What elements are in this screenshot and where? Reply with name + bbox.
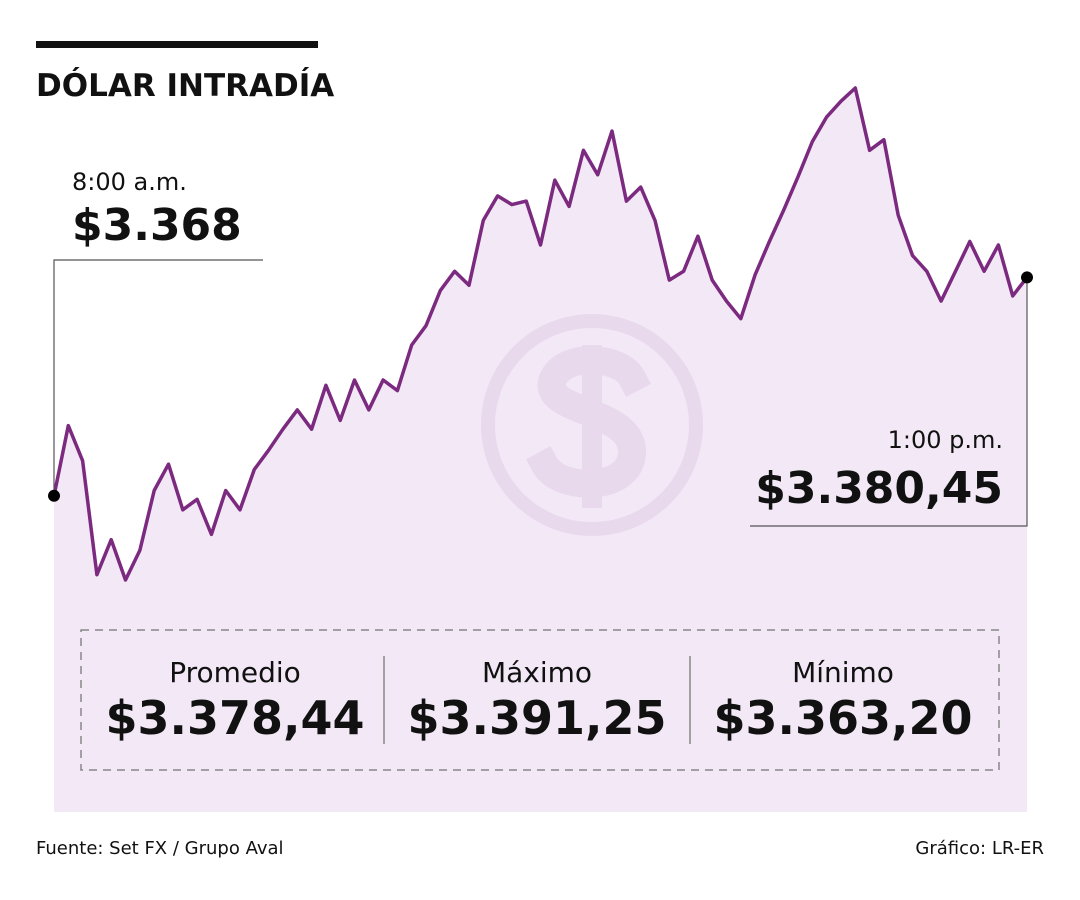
stat-value: $3.391,25 (408, 691, 667, 745)
stat-name: Mínimo (792, 656, 894, 689)
dollar-icon (481, 314, 703, 536)
point (1021, 271, 1033, 284)
time-label: 1:00 p.m. (888, 426, 1003, 454)
stat-value: $3.378,44 (106, 691, 365, 745)
chart-title: DÓLAR INTRADÍA (36, 67, 334, 104)
area (54, 88, 1027, 812)
leader (750, 277, 1028, 527)
value-label: $3.368 (72, 200, 242, 251)
stats-box (80, 629, 1000, 771)
header-bar (36, 41, 318, 48)
point (48, 489, 60, 502)
stat-name: Promedio (169, 656, 301, 689)
line (52, 86, 1029, 582)
stat-name: Máximo (482, 656, 592, 689)
time-label: 8:00 a.m. (72, 168, 187, 196)
source: Fuente: Set FX / Grupo Aval (36, 838, 284, 859)
stat-value: $3.363,20 (714, 691, 973, 745)
leader (53, 259, 263, 496)
value-label: $3.380,45 (755, 463, 1003, 514)
credit: Gráfico: LR-ER (915, 838, 1044, 859)
